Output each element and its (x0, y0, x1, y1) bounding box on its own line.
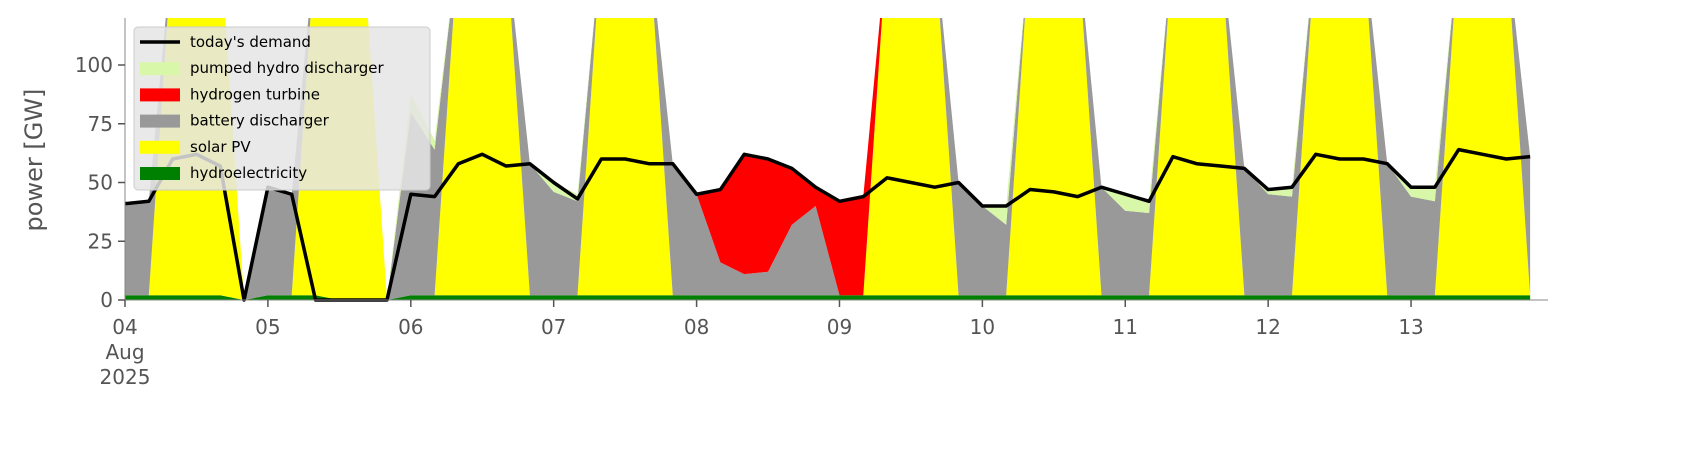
x-tick-label: 12 (1255, 315, 1280, 339)
y-tick-label: 100 (75, 53, 113, 77)
x-tick-label: 13 (1398, 315, 1423, 339)
y-axis-label: power [GW] (20, 89, 48, 232)
legend-swatch (140, 62, 180, 76)
legend-swatch (140, 88, 180, 102)
y-tick-label: 50 (88, 171, 113, 195)
x-tick-label: 11 (1113, 315, 1138, 339)
x-tick-label: 05 (255, 315, 280, 339)
y-tick-label: 0 (100, 288, 113, 312)
area (125, 295, 1531, 300)
y-tick-label: 75 (88, 112, 113, 136)
legend-label: solar PV (190, 138, 251, 156)
x-tick-label: 09 (827, 315, 852, 339)
legend-label: pumped hydro discharger (190, 59, 384, 77)
legend-box (133, 26, 431, 191)
legend-swatch (140, 114, 180, 128)
legend-label: hydrogen turbine (190, 85, 320, 103)
area (125, 18, 1531, 300)
y-tick-label: 25 (88, 229, 113, 253)
x-tick-label: 10 (970, 315, 995, 339)
legend-swatch (140, 140, 180, 154)
axes: 0 25 50 75 100 04 Aug 2025 05 06 07 08 09 10 11 12 13 (75, 18, 1548, 389)
area (125, 18, 1531, 300)
x-tick-label: 06 (398, 315, 423, 339)
x-tick-label: 07 (541, 315, 566, 339)
legend-swatch (140, 167, 180, 180)
legend-label: hydroelectricity (190, 164, 307, 182)
x-tick-label: 08 (684, 315, 709, 339)
legend-label: today's demand (190, 33, 311, 51)
legend-label: battery discharger (190, 112, 330, 130)
x-tick-label: 04 Aug 2025 (100, 315, 151, 389)
legend: today's demand pumped hydro discharger hyd… (133, 26, 431, 191)
